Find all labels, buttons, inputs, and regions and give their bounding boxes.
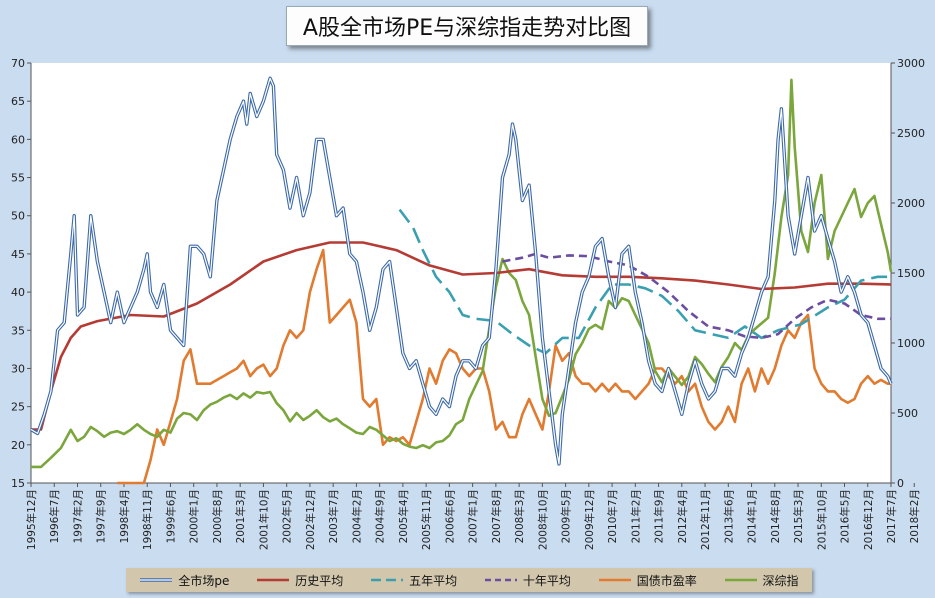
x-tick-label: 2013年6月 [722, 489, 735, 543]
series-全市场pe-inner [30, 77, 892, 465]
x-tick-label: 2014年8月 [769, 489, 782, 543]
legend-item: 国债市盈率 [598, 572, 697, 589]
y-left-tick-label: 25 [11, 401, 25, 414]
y-right-tick-label: 3000 [897, 57, 925, 70]
x-tick-label: 2005年4月 [397, 489, 410, 543]
legend-item: 历史平均 [256, 572, 343, 589]
x-tick-label: 2006年6月 [443, 489, 456, 543]
y-axis-right: 0 500 1000 1500 2000 2500 3000 [890, 57, 925, 490]
legend-swatch [484, 578, 517, 582]
x-tick-label: 2012年4月 [676, 489, 689, 543]
y-left-tick-label: 55 [11, 172, 25, 185]
legend-swatch [371, 578, 404, 582]
x-tick-label: 2016年5月 [839, 489, 852, 543]
legend-swatch [598, 578, 631, 582]
y-left-tick-label: 45 [11, 248, 25, 261]
x-tick-label: 2002年5月 [281, 489, 294, 543]
y-right-tick-label: 1500 [897, 267, 925, 280]
x-tick-label: 2007年8月 [490, 489, 503, 543]
x-tick-label: 2015年3月 [792, 489, 805, 543]
y-left-tick-label: 35 [11, 324, 25, 337]
legend-swatch [724, 578, 757, 582]
chart-title: A股全市场PE与深综指走势对比图 [286, 6, 648, 46]
x-tick-label: 2015年10月 [815, 489, 828, 550]
x-tick-label: 2014年1月 [746, 489, 759, 543]
x-tick-label: 2017年7月 [885, 489, 898, 543]
y-right-tick-label: 1000 [897, 337, 925, 350]
x-tick-label: 1998年11月 [141, 489, 154, 550]
x-tick-label: 2011年9月 [653, 489, 666, 543]
x-axis: 1995年12月 1996年7月 1997年2月 1997年9月 1998年4月 1998… [25, 482, 921, 550]
x-tick-label: 1997年9月 [95, 489, 108, 543]
x-tick-label: 2010年7月 [606, 489, 619, 543]
x-tick-label: 2000年1月 [188, 489, 201, 543]
y-left-tick-label: 20 [11, 439, 25, 452]
x-tick-label: 2009年12月 [583, 489, 596, 550]
legend-item: 深综指 [724, 572, 799, 589]
series-国债市盈率 [117, 248, 891, 485]
y-left-tick-label: 15 [11, 477, 25, 490]
legend-item: 十年平均 [484, 572, 571, 589]
x-tick-label: 2002年12月 [304, 489, 317, 550]
legend: 全市场pe 历史平均 五年平均 十年平均 国债市盈率 深综指 [126, 568, 812, 592]
y-left-tick-label: 60 [11, 133, 25, 146]
legend-label: 历史平均 [295, 573, 344, 588]
x-tick-label: 2001年10月 [257, 489, 270, 550]
x-tick-label: 2000年8月 [211, 489, 224, 543]
legend-item: 五年平均 [370, 572, 457, 589]
legend-item: 全市场pe [139, 572, 229, 589]
series-历史平均 [31, 241, 892, 431]
x-tick-label: 2011年2月 [629, 489, 642, 543]
y-left-tick-label: 40 [11, 286, 25, 299]
x-tick-label: 1996年7月 [48, 489, 61, 543]
y-axis-left: 15 20 25 30 35 40 45 50 55 60 65 70 [11, 57, 32, 490]
x-tick-label: 2004年9月 [374, 489, 387, 543]
y-left-tick-label: 70 [11, 57, 25, 70]
y-left-tick-label: 65 [11, 95, 25, 108]
x-tick-label: 2008年10月 [536, 489, 549, 550]
x-tick-label: 1998年4月 [118, 489, 131, 543]
x-tick-label: 2012年11月 [699, 489, 712, 550]
x-tick-label: 2001年3月 [234, 489, 247, 543]
series-layer [30, 76, 893, 485]
x-tick-label: 1997年2月 [71, 489, 84, 543]
series-十年平均 [502, 252, 891, 340]
x-tick-label: 2005年11月 [420, 489, 433, 550]
y-right-tick-label: 0 [897, 477, 904, 490]
x-tick-label: 2003年7月 [327, 489, 340, 543]
x-tick-label: 1995年12月 [25, 489, 38, 550]
x-tick-label: 2008年3月 [513, 489, 526, 543]
legend-swatch [257, 578, 290, 582]
series-五年平均 [398, 208, 891, 355]
legend-label: 全市场pe [178, 573, 230, 588]
legend-label: 深综指 [762, 573, 799, 588]
series-深综指 [31, 78, 893, 469]
x-tick-label: 2004年2月 [350, 489, 363, 543]
y-right-tick-label: 2500 [897, 127, 925, 140]
legend-label: 五年平均 [409, 573, 458, 588]
y-right-tick-label: 2000 [897, 197, 925, 210]
legend-label: 国债市盈率 [636, 573, 697, 588]
legend-swatch [140, 578, 173, 582]
x-tick-label: 2016年12月 [862, 489, 875, 550]
legend-label: 十年平均 [522, 573, 571, 588]
x-tick-label: 2009年5月 [560, 489, 573, 543]
y-right-tick-label: 500 [897, 407, 918, 420]
y-left-tick-label: 30 [11, 362, 25, 375]
x-tick-label: 2018年2月 [908, 489, 921, 543]
x-tick-label: 1999年6月 [164, 489, 177, 543]
x-tick-label: 2007年1月 [467, 489, 480, 543]
y-left-tick-label: 50 [11, 210, 25, 223]
